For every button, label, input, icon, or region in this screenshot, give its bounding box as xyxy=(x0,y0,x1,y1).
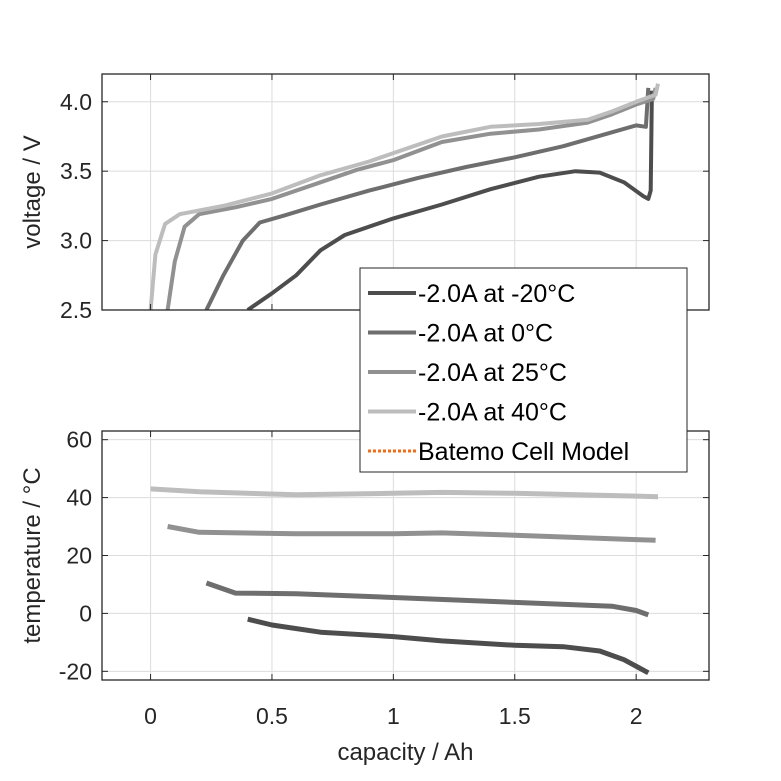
y-tick-label: 2.5 xyxy=(60,297,92,323)
y-axis-label: temperature / °C xyxy=(19,467,46,643)
legend-label: -2.0A at 25°C xyxy=(418,359,567,387)
series-line-bottom-3 xyxy=(150,486,659,500)
y-tick-label: 0 xyxy=(79,600,92,626)
y-tick-label: 60 xyxy=(66,427,92,453)
series-line-top-1 xyxy=(204,87,651,310)
x-tick-label: 0 xyxy=(144,703,157,729)
x-tick-label: 2 xyxy=(630,703,643,729)
y-tick-label: 20 xyxy=(66,543,92,569)
y-tick-label: -20 xyxy=(59,658,92,684)
series-line-top-0 xyxy=(246,90,654,310)
voltage-panel: 2.5 3.0 3.5 4.0 voltage / V xyxy=(19,73,710,323)
legend: -2.0A at -20°C -2.0A at 0°C -2.0A at 25°C -… xyxy=(359,267,688,473)
y-tick-label: 3.0 xyxy=(60,228,92,254)
legend-label: -2.0A at 0°C xyxy=(418,320,553,348)
x-tick-label: 1 xyxy=(387,703,400,729)
series-line-bottom-2 xyxy=(167,524,656,543)
series-line-bottom-0 xyxy=(247,616,650,676)
legend-label: -2.0A at -20°C xyxy=(418,280,575,308)
x-axis-label: capacity / Ah xyxy=(337,739,473,766)
y-axis-label: voltage / V xyxy=(19,135,46,248)
legend-label: Batemo Cell Model xyxy=(418,438,629,466)
temperature-panel: -20 0 20 40 60 0 0.5 1 1.5 2 temperature / °C capac… xyxy=(19,427,710,766)
legend-label: -2.0A at 40°C xyxy=(418,399,567,427)
series-line-top-2 xyxy=(165,87,658,310)
series-line-top-3 xyxy=(148,83,660,310)
y-tick-label: 40 xyxy=(66,485,92,511)
series-line-bottom-1 xyxy=(205,580,650,618)
x-tick-label: 0.5 xyxy=(256,703,288,729)
y-tick-label: 3.5 xyxy=(60,158,92,184)
y-tick-label: 4.0 xyxy=(60,89,92,115)
x-tick-label: 1.5 xyxy=(499,703,531,729)
